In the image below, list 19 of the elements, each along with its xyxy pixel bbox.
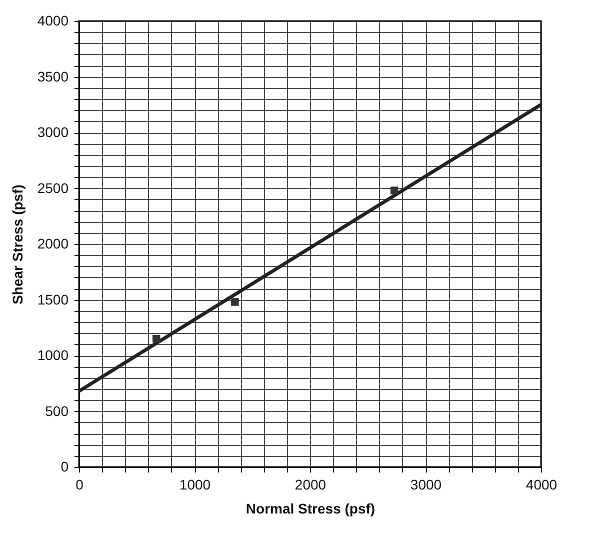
y-tick-label: 1500	[37, 291, 69, 308]
y-tick-label: 500	[45, 402, 69, 419]
y-tick-label: 2000	[37, 236, 69, 252]
point	[152, 334, 160, 343]
y-tick-label: 3000	[37, 124, 69, 140]
y-tick-label: 4000	[37, 12, 69, 28]
point	[390, 186, 398, 194]
y-tick-label: 2500	[37, 180, 69, 196]
y-axis-title: Shear Stress (psf)	[9, 184, 26, 304]
x-tick-label: 0	[76, 476, 84, 492]
x-tick-label: 4000	[526, 476, 558, 492]
x-tick-label: 3000	[410, 476, 442, 492]
y-tick-label: 0	[60, 458, 69, 474]
y-tick-label: 1000	[37, 347, 69, 363]
x-axis-title: Normal Stress (psf)	[246, 500, 376, 516]
y-tick-label: 3500	[37, 68, 69, 84]
point	[231, 298, 239, 306]
x-tick-label: 1000	[179, 476, 211, 492]
x-tick-label: 2000	[294, 476, 326, 492]
